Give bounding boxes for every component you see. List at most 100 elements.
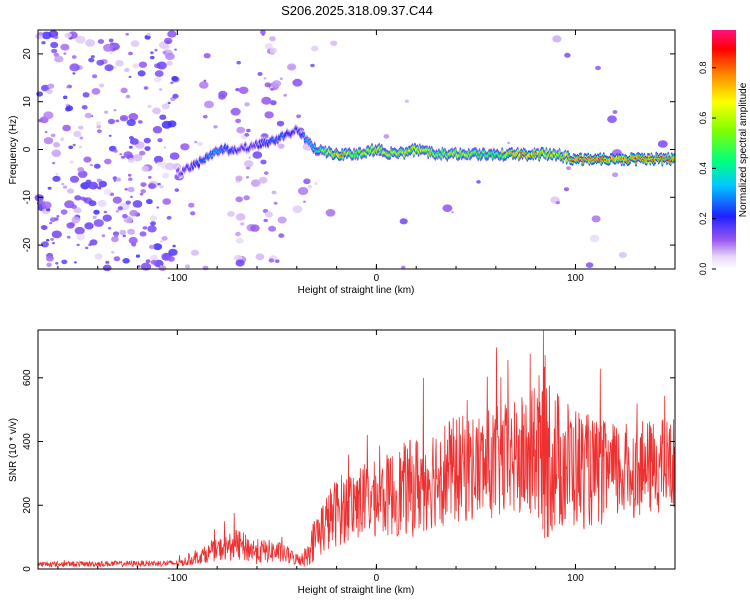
heatmap-cell — [98, 180, 108, 188]
heatmap-cell — [659, 155, 663, 158]
heatmap-cell — [257, 145, 260, 148]
heatmap-cell — [46, 262, 52, 267]
heatmap-cell — [172, 244, 176, 248]
heatmap-cell — [174, 48, 177, 51]
heatmap-cell — [146, 198, 153, 205]
x-tick-label: 100 — [567, 573, 584, 584]
heatmap-cell — [123, 151, 133, 159]
colorbar-tick-label: 0.0 — [698, 263, 708, 276]
heatmap-cell — [172, 93, 179, 99]
heatmap-cell — [128, 145, 133, 149]
heatmap-cell — [73, 207, 82, 214]
heatmap-cell — [150, 254, 158, 261]
colorbar-tick-label: 0.2 — [698, 212, 708, 225]
heatmap-cell — [78, 145, 82, 149]
heatmap-cell — [85, 179, 92, 185]
y-tick-label: 200 — [22, 496, 33, 513]
heatmap-cell — [93, 219, 104, 227]
heatmap-cell — [140, 182, 147, 188]
y-tick-label: 600 — [22, 369, 33, 386]
heatmap-cell — [154, 70, 164, 77]
heatmap-cell — [235, 213, 246, 221]
heatmap-cell — [235, 175, 243, 182]
snr-y-ticks: 0 200 400 600 — [22, 369, 675, 572]
heatmap-cell — [230, 107, 241, 116]
heatmap-cell — [113, 149, 118, 153]
x-tick-label: -100 — [167, 573, 187, 584]
heatmap-cell — [148, 244, 155, 249]
heatmap-cell — [55, 262, 59, 265]
heatmap-cell — [53, 142, 61, 148]
heatmap-cell — [563, 187, 570, 192]
heatmap-cell — [325, 209, 336, 217]
heatmap-cell — [263, 171, 269, 175]
heatmap-cell — [157, 182, 161, 186]
heatmap-cell — [52, 242, 55, 245]
heatmap-cell — [277, 143, 285, 149]
heatmap-cell — [117, 206, 124, 211]
heatmap-cell — [152, 107, 161, 115]
heatmap-cell — [46, 255, 54, 262]
heatmap-cell — [91, 88, 101, 95]
heatmap-cell — [109, 52, 113, 55]
heatmap-cell — [104, 158, 112, 165]
heatmap-cell — [657, 140, 668, 148]
heatmap-cell — [67, 188, 74, 194]
heatmap-cell — [93, 209, 100, 215]
heatmap-cell — [591, 215, 601, 223]
heatmap-cell — [263, 218, 269, 223]
heatmap-cell — [271, 190, 277, 195]
heatmap-cell — [61, 182, 65, 186]
heatmap-cell — [81, 105, 88, 110]
heatmap-cell — [130, 195, 133, 198]
y-tick-label: 0 — [22, 566, 33, 572]
heatmap-cell — [585, 262, 594, 268]
heatmap-cell — [269, 47, 278, 54]
heatmap-cell — [159, 88, 162, 91]
heatmap-cell — [85, 246, 89, 250]
heatmap-cell — [76, 243, 80, 247]
heatmap-cell — [52, 161, 56, 165]
heatmap-cell — [257, 72, 263, 76]
snr-x-ticks: -100 0 100 — [57, 330, 656, 584]
heatmap-cell — [269, 86, 273, 89]
y-tick-label: 10 — [22, 96, 33, 108]
heatmap-cell — [142, 226, 148, 230]
heatmap-cell — [269, 36, 276, 42]
heatmap-cell — [153, 155, 164, 163]
heatmap-cell — [60, 137, 65, 140]
heatmap-cell — [268, 225, 277, 232]
spectrogram-x-ticks: -100 0 100 — [57, 30, 656, 284]
heatmap-cell — [277, 216, 287, 224]
heatmap-cell — [552, 35, 562, 43]
heatmap-cell — [188, 202, 195, 208]
heatmap-cell — [79, 136, 84, 140]
heatmap-cell — [50, 41, 59, 49]
heatmap-cell — [85, 39, 95, 47]
heatmap-cell — [113, 66, 117, 69]
heatmap-cell — [41, 41, 46, 45]
heatmap-cell — [153, 76, 162, 83]
heatmap-cell — [235, 196, 243, 203]
heatmap-cell — [115, 209, 120, 213]
x-tick-label: 0 — [374, 273, 380, 284]
colorbar-gradient — [712, 30, 736, 269]
heatmap-cell — [260, 30, 266, 35]
heatmap-cell — [69, 63, 80, 72]
heatmap-cell — [133, 154, 143, 162]
y-tick-label: 20 — [22, 48, 33, 60]
x-tick-label: 100 — [567, 273, 584, 284]
heatmap-cell — [258, 176, 268, 184]
heatmap-cell — [244, 132, 250, 137]
heatmap-cell — [235, 118, 242, 124]
heatmap-cell — [119, 153, 123, 156]
heatmap-cell — [153, 243, 163, 251]
heatmap-cell — [107, 226, 112, 230]
heatmap-cell — [180, 143, 190, 151]
heatmap-cell — [199, 81, 209, 89]
colorbar-label: Normalized spectral amplitude — [738, 82, 749, 217]
heatmap-cell — [49, 217, 57, 223]
heatmap-cell — [240, 222, 245, 226]
snr-frame — [37, 329, 676, 570]
y-tick-label: -20 — [22, 237, 33, 252]
